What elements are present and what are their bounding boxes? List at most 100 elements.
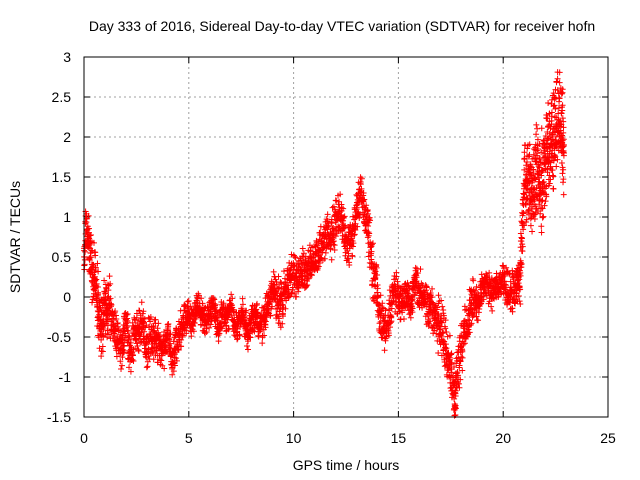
data-point: [216, 330, 223, 337]
data-point: [547, 159, 554, 166]
data-point: [428, 294, 435, 301]
data-point: [560, 191, 567, 198]
data-point: [374, 285, 381, 292]
data-point: [478, 271, 485, 278]
data-point: [206, 324, 213, 331]
data-point: [407, 314, 414, 321]
data-point: [110, 317, 117, 324]
data-point: [406, 311, 413, 318]
data-point: [332, 206, 338, 213]
data-point: [259, 340, 266, 347]
data-point: [473, 283, 480, 290]
data-point: [287, 279, 294, 286]
data-point: [92, 277, 99, 284]
data-point: [270, 268, 277, 275]
data-point: [277, 324, 284, 331]
data-point: [92, 252, 99, 259]
data-point: [546, 158, 553, 165]
data-point: [439, 319, 446, 326]
data-point: [469, 309, 476, 316]
data-point: [304, 281, 311, 288]
data-point: [331, 246, 338, 253]
data-point: [292, 254, 299, 261]
data-point: [175, 347, 182, 354]
data-point: [254, 300, 261, 307]
data-point: [475, 309, 482, 316]
data-point: [279, 313, 286, 320]
y-tick-label: 1.5: [52, 169, 72, 185]
data-point: [321, 255, 328, 262]
data-point: [452, 387, 459, 394]
data-point: [442, 325, 449, 332]
data-point: [173, 355, 180, 362]
data-point: [446, 332, 453, 339]
data-point: [520, 190, 527, 197]
data-point: [530, 186, 537, 193]
data-point: [316, 259, 323, 266]
data-point: [538, 125, 545, 132]
data-point: [165, 341, 172, 348]
data-point: [112, 312, 119, 319]
data-point: [376, 320, 383, 327]
data-point: [540, 213, 547, 220]
data-point: [423, 287, 430, 294]
data-point: [207, 306, 214, 313]
data-point: [556, 69, 563, 76]
data-point: [273, 289, 280, 296]
data-point: [507, 278, 514, 285]
data-point: [531, 175, 538, 182]
data-point: [559, 102, 566, 109]
data-point: [425, 312, 432, 319]
data-point: [373, 264, 380, 271]
data-point: [560, 141, 567, 148]
data-point: [538, 229, 545, 236]
data-point: [549, 172, 556, 179]
data-point: [460, 325, 467, 332]
data-point: [351, 231, 358, 238]
data-point: [126, 364, 133, 371]
data-point: [191, 320, 198, 327]
data-point: [417, 266, 424, 273]
data-point: [247, 334, 254, 341]
data-point: [228, 291, 235, 298]
data-point: [452, 393, 459, 400]
data-point: [536, 190, 543, 197]
data-point: [124, 311, 131, 318]
data-point: [223, 322, 230, 329]
y-axis-label: SDTVAR / TECUs: [7, 181, 23, 293]
data-point: [179, 332, 186, 339]
data-point: [242, 309, 249, 316]
data-point: [346, 245, 353, 252]
data-point: [448, 359, 455, 366]
data-point: [523, 216, 530, 223]
data-point: [345, 255, 352, 262]
data-point: [560, 166, 567, 173]
chart-title: Day 333 of 2016, Sidereal Day-to-day VTE…: [89, 18, 595, 34]
data-point: [89, 263, 96, 270]
data-point: [130, 358, 137, 365]
data-point: [553, 78, 560, 85]
data-point: [98, 336, 105, 343]
data-point: [328, 216, 335, 223]
data-point: [369, 240, 376, 247]
data-point: [236, 332, 243, 339]
data-point: [439, 303, 446, 310]
data-point: [517, 286, 524, 293]
data-point: [133, 340, 140, 347]
data-point: [300, 250, 307, 257]
data-point: [456, 357, 463, 364]
y-tick-label: -1: [59, 369, 72, 385]
data-point: [554, 87, 561, 94]
data-point: [175, 346, 182, 353]
data-point: [525, 207, 532, 214]
data-point: [322, 249, 329, 256]
data-point: [118, 366, 125, 373]
data-point: [537, 210, 544, 217]
x-tick-label: 20: [495, 430, 511, 446]
data-point: [509, 267, 516, 274]
data-point: [219, 325, 226, 332]
data-point: [442, 346, 449, 353]
data-point: [379, 304, 386, 311]
data-point: [543, 193, 550, 200]
